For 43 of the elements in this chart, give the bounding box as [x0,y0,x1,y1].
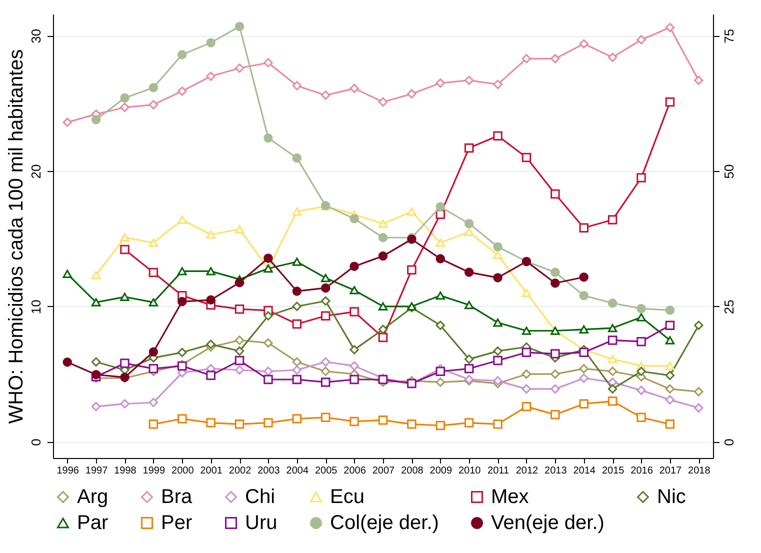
x-tick-label: 1996 [56,466,80,476]
y-tick-label: 0 [28,438,44,446]
y2-tick-label: 75 [722,28,736,44]
x-tick-label: 2012 [516,466,539,476]
x-tick-label: 2015 [602,466,625,476]
legend-label: Ven(eje der.) [491,512,604,534]
x-tick-label: 2017 [659,466,682,476]
legend-label: Chi [245,486,276,508]
y-tick-label: 30 [28,28,44,44]
legend-label: Per [161,512,192,534]
x-tick-label: 1998 [114,466,137,476]
x-tick-label: 2011 [488,466,510,476]
x-tick-label: 2001 [200,466,223,476]
y2-tick-label: 25 [722,300,736,314]
x-tick-label: 1997 [85,466,108,476]
x-tick-label: 2018 [688,466,711,476]
y-tick-label: 10 [28,300,44,314]
x-tick-label: 2005 [314,466,338,476]
x-tick-label: 2013 [544,466,568,476]
x-tick-label: 2014 [573,466,596,476]
x-tick-label: 2002 [228,466,252,476]
y-tick-label: 20 [28,164,44,179]
x-tick-label: 2004 [286,466,309,476]
legend-label: Col(eje der.) [330,512,439,534]
y-axis-title: WHO: Homicidios cada 100 mil habitantes [6,49,28,424]
x-tick-label: 2007 [372,466,396,476]
x-tick-label: 2008 [401,466,424,476]
x-tick-label: 1999 [142,466,166,476]
legend-label: Ecu [330,486,364,508]
x-tick-label: 2009 [430,466,452,476]
legend-label: Mex [491,486,529,508]
legend-label: Uru [245,512,278,534]
legend-label: Arg [77,486,108,508]
x-tick-label: 2016 [630,466,654,476]
legend-label: Bra [161,486,193,508]
y2-tick-label: 50 [722,164,736,179]
legend-label: Par [77,512,108,534]
x-tick-label: 2000 [172,466,194,476]
x-tick-label: 2006 [344,466,366,476]
legend-label: Nic [657,486,686,508]
x-tick-label: 2010 [458,466,482,476]
x-tick-label: 2003 [258,466,280,476]
y2-tick-label: 0 [722,438,736,446]
